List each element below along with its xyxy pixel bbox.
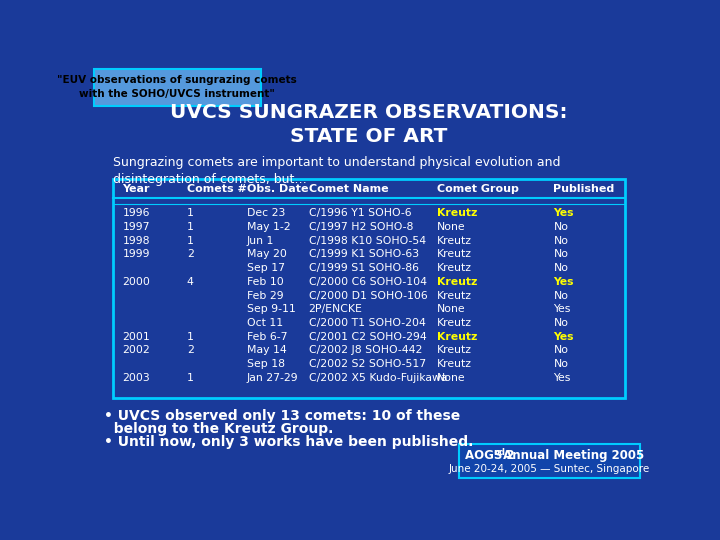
Text: Yes: Yes xyxy=(554,373,571,383)
Text: C/2002 X5 Kudo-Fujikawa: C/2002 X5 Kudo-Fujikawa xyxy=(309,373,447,383)
Text: May 14: May 14 xyxy=(246,346,287,355)
FancyBboxPatch shape xyxy=(459,444,640,477)
Text: 1997: 1997 xyxy=(122,222,150,232)
Text: Kreutz: Kreutz xyxy=(437,318,472,328)
Text: None: None xyxy=(437,304,466,314)
Text: Sep 9-11: Sep 9-11 xyxy=(246,304,295,314)
Text: Comets #: Comets # xyxy=(187,184,247,194)
Text: Dec 23: Dec 23 xyxy=(246,208,285,218)
Text: Kreutz: Kreutz xyxy=(437,277,477,287)
Text: Published: Published xyxy=(554,184,615,194)
Text: Yes: Yes xyxy=(554,304,571,314)
Text: Jun 1: Jun 1 xyxy=(246,236,274,246)
Text: Sep 18: Sep 18 xyxy=(246,359,284,369)
Text: Kreutz: Kreutz xyxy=(437,208,477,218)
Text: Kreutz: Kreutz xyxy=(437,263,472,273)
Text: 2P/ENCKE: 2P/ENCKE xyxy=(309,304,362,314)
Text: Feb 29: Feb 29 xyxy=(246,291,283,301)
Text: No: No xyxy=(554,222,569,232)
Text: No: No xyxy=(554,346,569,355)
Text: Annual Meeting 2005: Annual Meeting 2005 xyxy=(499,449,644,462)
Text: Kreutz: Kreutz xyxy=(437,359,472,369)
Text: Kreutz: Kreutz xyxy=(437,249,472,259)
Text: None: None xyxy=(437,373,466,383)
Text: Yes: Yes xyxy=(554,332,574,342)
Text: C/1998 K10 SOHO-54: C/1998 K10 SOHO-54 xyxy=(309,236,426,246)
Text: No: No xyxy=(554,236,569,246)
Text: June 20-24, 2005 — Suntec, Singapore: June 20-24, 2005 — Suntec, Singapore xyxy=(449,464,650,474)
Text: 1999: 1999 xyxy=(122,249,150,259)
Text: 2001: 2001 xyxy=(122,332,150,342)
Text: May 1-2: May 1-2 xyxy=(246,222,290,232)
Text: May 20: May 20 xyxy=(246,249,287,259)
Text: "EUV observations of sungrazing comets
with the SOHO/UVCS instrument": "EUV observations of sungrazing comets w… xyxy=(58,75,297,99)
Text: C/1996 Y1 SOHO-6: C/1996 Y1 SOHO-6 xyxy=(309,208,411,218)
Text: Yes: Yes xyxy=(554,277,574,287)
Text: Obs. Date: Obs. Date xyxy=(246,184,308,194)
Text: Year: Year xyxy=(122,184,150,194)
Text: AOGS 2: AOGS 2 xyxy=(465,449,515,462)
Text: Kreutz: Kreutz xyxy=(437,291,472,301)
Text: No: No xyxy=(554,318,569,328)
Text: C/2001 C2 SOHO-294: C/2001 C2 SOHO-294 xyxy=(309,332,426,342)
Text: 1: 1 xyxy=(187,208,194,218)
Text: Kreutz: Kreutz xyxy=(437,236,472,246)
Text: 1: 1 xyxy=(187,332,194,342)
Text: 4: 4 xyxy=(187,277,194,287)
Text: C/2000 D1 SOHO-106: C/2000 D1 SOHO-106 xyxy=(309,291,427,301)
Text: • UVCS observed only 13 comets: 10 of these: • UVCS observed only 13 comets: 10 of th… xyxy=(104,409,460,423)
Text: 2000: 2000 xyxy=(122,277,150,287)
Text: Sep 17: Sep 17 xyxy=(246,263,284,273)
FancyBboxPatch shape xyxy=(94,69,261,106)
Text: Feb 6-7: Feb 6-7 xyxy=(246,332,287,342)
Text: C/2002 S2 SOHO-517: C/2002 S2 SOHO-517 xyxy=(309,359,426,369)
Text: Oct 11: Oct 11 xyxy=(246,318,283,328)
Text: 2: 2 xyxy=(187,249,194,259)
Text: 1998: 1998 xyxy=(122,236,150,246)
Text: No: No xyxy=(554,263,569,273)
Text: nd: nd xyxy=(493,448,505,457)
Text: C/1999 K1 SOHO-63: C/1999 K1 SOHO-63 xyxy=(309,249,418,259)
Text: Jan 27-29: Jan 27-29 xyxy=(246,373,298,383)
Text: UVCS SUNGRAZER OBSERVATIONS:
STATE OF ART: UVCS SUNGRAZER OBSERVATIONS: STATE OF AR… xyxy=(170,103,568,146)
Text: 1: 1 xyxy=(187,222,194,232)
Text: C/2002 J8 SOHO-442: C/2002 J8 SOHO-442 xyxy=(309,346,422,355)
Text: C/1999 S1 SOHO-86: C/1999 S1 SOHO-86 xyxy=(309,263,418,273)
Text: C/1997 H2 SOHO-8: C/1997 H2 SOHO-8 xyxy=(309,222,413,232)
Text: belong to the Kreutz Group.: belong to the Kreutz Group. xyxy=(104,422,333,436)
Text: No: No xyxy=(554,359,569,369)
Text: Kreutz: Kreutz xyxy=(437,346,472,355)
Text: Sungrazing comets are important to understand physical evolution and
disintegrat: Sungrazing comets are important to under… xyxy=(113,156,561,186)
Text: 2002: 2002 xyxy=(122,346,150,355)
Text: C/2000 T1 SOHO-204: C/2000 T1 SOHO-204 xyxy=(309,318,426,328)
Text: 1: 1 xyxy=(187,236,194,246)
Text: None: None xyxy=(437,222,466,232)
Text: 1: 1 xyxy=(187,373,194,383)
Text: Yes: Yes xyxy=(554,208,574,218)
Text: • Until now, only 3 works have been published.: • Until now, only 3 works have been publ… xyxy=(104,435,473,449)
Text: Comet Name: Comet Name xyxy=(309,184,388,194)
Text: 2: 2 xyxy=(187,346,194,355)
Text: 1996: 1996 xyxy=(122,208,150,218)
FancyBboxPatch shape xyxy=(113,179,625,398)
Text: Kreutz: Kreutz xyxy=(437,332,477,342)
Text: Comet Group: Comet Group xyxy=(437,184,519,194)
Text: C/2000 C6 SOHO-104: C/2000 C6 SOHO-104 xyxy=(309,277,426,287)
Text: No: No xyxy=(554,291,569,301)
Text: 2003: 2003 xyxy=(122,373,150,383)
Text: No: No xyxy=(554,249,569,259)
Text: Feb 10: Feb 10 xyxy=(246,277,283,287)
